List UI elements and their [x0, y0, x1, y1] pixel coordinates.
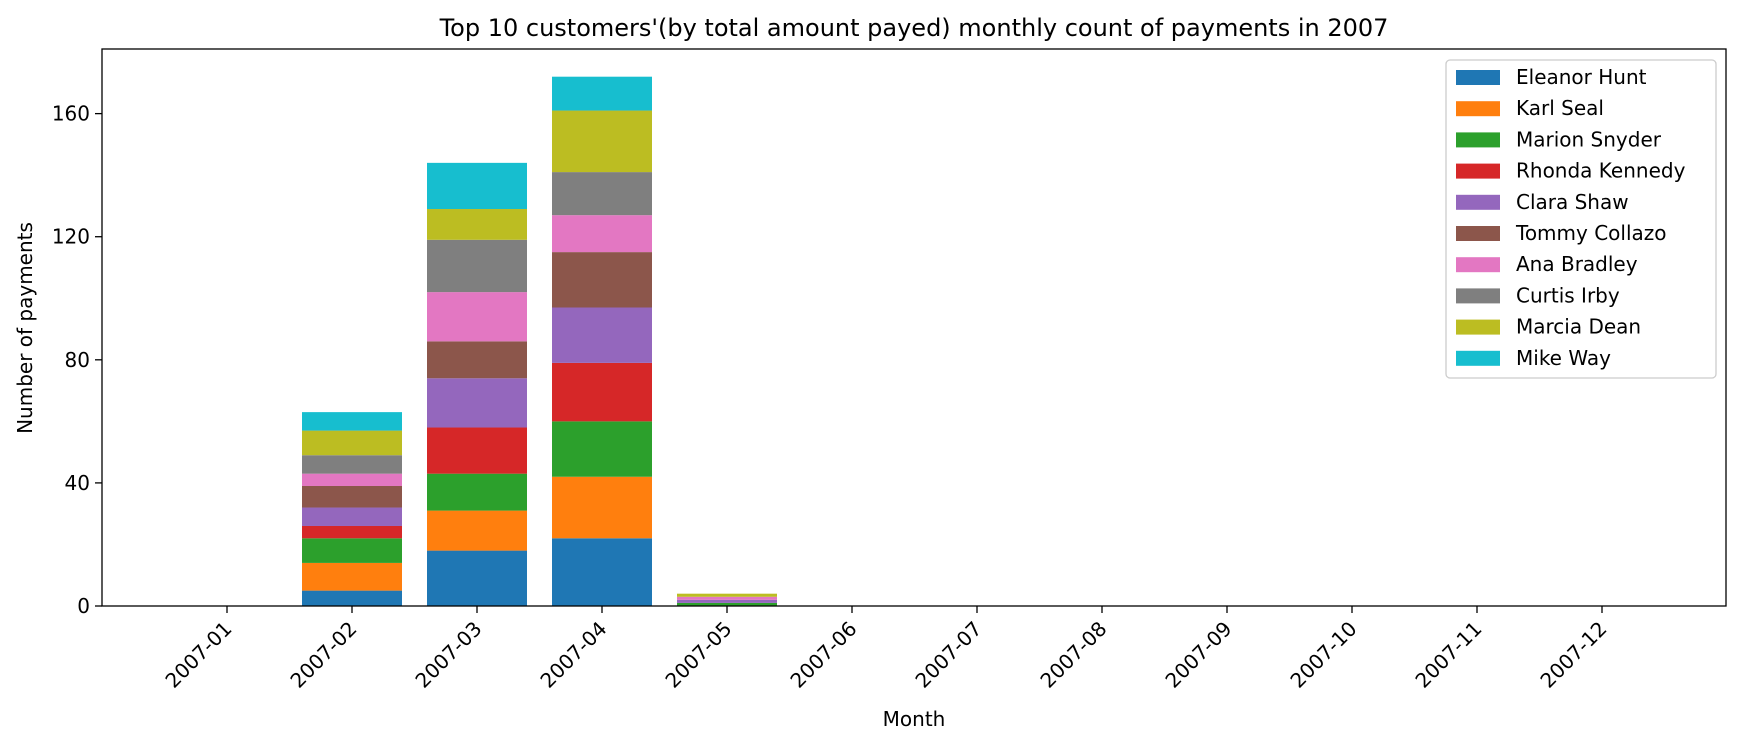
- legend-swatch: [1456, 101, 1500, 117]
- bar-segment-2007-05-2: [677, 602, 777, 606]
- plot-frame: [101, 48, 1727, 607]
- y-tick-label: 120: [52, 225, 90, 249]
- bar-segment-2007-02-3: [302, 525, 402, 539]
- x-axis: 2007-01 2007-02 2007-03 2007-04 2007-05 2007-…: [160, 606, 1612, 693]
- x-tick-label: 2007-06: [785, 617, 861, 693]
- chart-title: Top 10 customers'(by total amount payed)…: [439, 14, 1389, 42]
- legend-swatch: [1456, 132, 1500, 148]
- legend-label: Eleanor Hunt: [1516, 65, 1647, 89]
- legend-label: Clara Shaw: [1516, 190, 1629, 214]
- bar-segment-2007-04-8: [552, 110, 652, 173]
- bar-segment-2007-04-7: [552, 172, 652, 216]
- x-tick-label: 2007-10: [1285, 617, 1361, 693]
- x-tick-label: 2007-11: [1410, 617, 1486, 693]
- bar-segment-2007-03-2: [427, 473, 527, 511]
- x-tick-label: 2007-03: [410, 617, 486, 693]
- bar-segment-2007-05-6: [677, 596, 777, 600]
- x-tick-label: 2007-08: [1035, 617, 1111, 693]
- legend-label: Ana Bradley: [1516, 252, 1638, 276]
- x-tick-label: 2007-02: [285, 617, 361, 693]
- bar-segment-2007-02-4: [302, 507, 402, 526]
- bar-segment-2007-03-8: [427, 209, 527, 240]
- bar-segment-2007-04-4: [552, 307, 652, 363]
- bar-segment-2007-02-0: [302, 590, 402, 606]
- legend-swatch: [1456, 350, 1500, 366]
- bar-segment-2007-02-6: [302, 473, 402, 486]
- x-tick-label: 2007-07: [910, 617, 986, 693]
- bar-segment-2007-04-9: [552, 76, 652, 111]
- bar-segment-2007-03-9: [427, 162, 527, 210]
- bar-segment-2007-02-7: [302, 455, 402, 474]
- x-tick-label: 2007-12: [1535, 617, 1611, 693]
- legend-swatch: [1456, 319, 1500, 335]
- legend-label: Karl Seal: [1516, 96, 1604, 120]
- y-tick-label: 40: [65, 471, 90, 495]
- x-axis-label: Month: [883, 707, 946, 731]
- bar-segment-2007-04-5: [552, 252, 652, 308]
- legend-label: Marcia Dean: [1516, 315, 1641, 339]
- y-axis: 0 40 80 120 160: [52, 102, 102, 618]
- x-tick-label: 2007-05: [660, 617, 736, 693]
- y-tick-label: 160: [52, 102, 90, 126]
- legend-swatch: [1456, 163, 1500, 179]
- bar-segment-2007-03-0: [427, 550, 527, 606]
- legend-box: [1445, 59, 1717, 379]
- legend-label: Tommy Collazo: [1515, 221, 1667, 245]
- bar-segment-2007-02-9: [302, 412, 402, 431]
- x-tick-label: 2007-01: [160, 617, 236, 693]
- bar-segment-2007-04-3: [552, 362, 652, 422]
- bar-segment-2007-02-1: [302, 562, 402, 591]
- legend-swatch: [1456, 194, 1500, 210]
- y-axis-label: Number of payments: [13, 222, 37, 434]
- x-tick-label: 2007-09: [1160, 617, 1236, 693]
- legend-swatch: [1456, 257, 1500, 273]
- bar-segment-2007-05-4: [677, 599, 777, 603]
- bar-segment-2007-02-5: [302, 485, 402, 508]
- legend-label: Marion Snyder: [1516, 127, 1662, 151]
- x-tick-label: 2007-04: [535, 617, 611, 693]
- legend-label: Rhonda Kennedy: [1516, 159, 1686, 183]
- bar-segment-2007-03-6: [427, 292, 527, 342]
- bar-segment-2007-04-0: [552, 538, 652, 606]
- bar-segment-2007-05-8: [677, 593, 777, 597]
- bar-segment-2007-04-2: [552, 421, 652, 477]
- bar-segment-2007-03-3: [427, 427, 527, 474]
- legend: Eleanor Hunt Karl Seal Marion Snyder Rhonda…: [1445, 59, 1717, 379]
- bars-layer: [302, 76, 777, 606]
- bar-segment-2007-02-2: [302, 538, 402, 563]
- bar-segment-2007-04-6: [552, 215, 652, 253]
- bar-segment-2007-03-5: [427, 341, 527, 379]
- y-tick-label: 80: [65, 348, 90, 372]
- bar-segment-2007-02-8: [302, 430, 402, 456]
- bar-segment-2007-03-1: [427, 510, 527, 551]
- legend-swatch: [1456, 288, 1500, 304]
- y-tick-label: 0: [77, 594, 90, 618]
- legend-swatch: [1456, 70, 1500, 85]
- bar-segment-2007-03-4: [427, 378, 527, 428]
- legend-label: Mike Way: [1516, 346, 1611, 370]
- bar-segment-2007-03-7: [427, 239, 527, 293]
- legend-label: Curtis Irby: [1516, 283, 1620, 307]
- bar-segment-2007-04-1: [552, 476, 652, 539]
- legend-swatch: [1456, 226, 1500, 241]
